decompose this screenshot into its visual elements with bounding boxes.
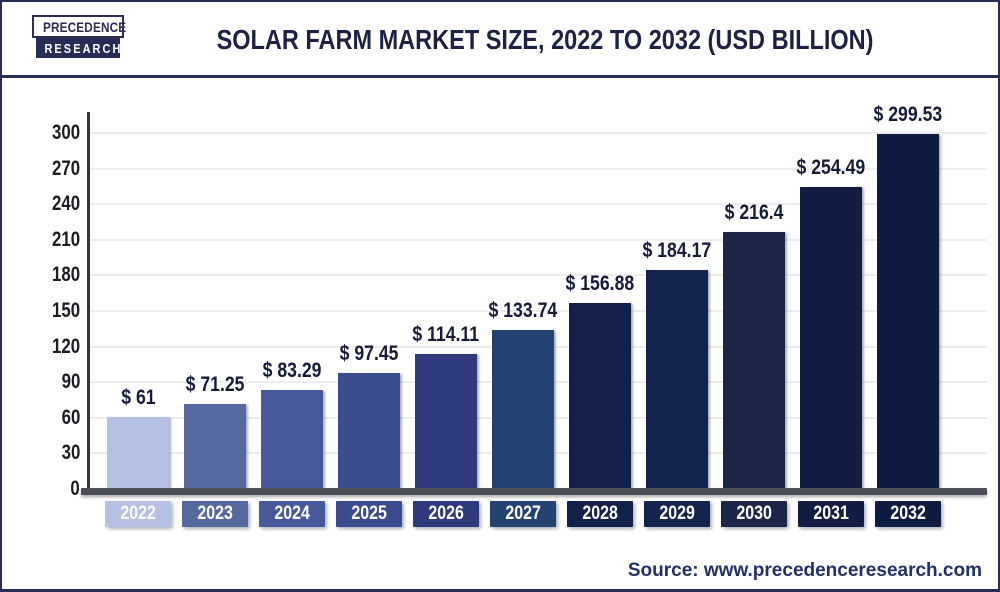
bar-value-label-2023: $ 71.25 <box>185 373 245 397</box>
bar-value-label-2029: $ 184.17 <box>642 239 712 263</box>
gridline <box>90 167 987 170</box>
bar-value-label-2026: $ 114.11 <box>412 322 480 346</box>
bar-2031 <box>800 187 862 489</box>
x-axis-label-2028: 2028 <box>567 501 633 527</box>
logo-text-research: RESEARCH <box>44 41 123 56</box>
gridline <box>90 274 987 277</box>
x-axis-label-2029: 2029 <box>644 501 710 527</box>
x-axis-label-2024: 2024 <box>259 501 325 527</box>
y-axis-tick-label: 60 <box>61 405 80 429</box>
bar-2022 <box>107 416 169 489</box>
source-text: Source: www.precedenceresearch.com <box>627 560 982 581</box>
x-axis-label-2026: 2026 <box>413 501 479 527</box>
precedence-research-logo: PRECEDENCE RESEARCH <box>32 15 127 58</box>
y-axis-tick-label: 210 <box>51 227 80 251</box>
y-axis-tick-label: 270 <box>51 156 80 180</box>
bar-2028 <box>569 302 631 489</box>
bar-value-label-2030: $ 216.4 <box>724 201 784 225</box>
title-container: SOLAR FARM MARKET SIZE, 2022 TO 2032 (US… <box>92 2 998 78</box>
bar-2023 <box>184 404 246 489</box>
bar-2026 <box>415 353 477 489</box>
bar-value-label-2024: $ 83.29 <box>262 359 322 383</box>
y-axis-tick-label: 180 <box>51 263 80 287</box>
y-axis-tick-label: 30 <box>61 441 80 465</box>
x-axis-baseline <box>81 488 987 495</box>
x-axis-label-2031: 2031 <box>798 501 864 527</box>
bar-2032 <box>877 133 939 489</box>
bar-2029 <box>646 270 708 489</box>
y-axis-tick-label: 150 <box>51 299 80 322</box>
gridline <box>90 203 987 206</box>
header: PRECEDENCE RESEARCH SOLAR FARM MARKET SI… <box>2 2 998 78</box>
bar-value-label-2031: $ 254.49 <box>796 156 866 179</box>
gridline <box>90 132 987 134</box>
y-axis-tick-label: 300 <box>51 121 80 144</box>
gridline <box>90 238 987 241</box>
source-attribution: Source: www.precedenceresearch.com <box>628 560 982 582</box>
y-axis-tick-label: 240 <box>51 192 80 216</box>
y-axis-tick-label: 0 <box>70 477 80 500</box>
bar-2027 <box>492 330 554 489</box>
bar-value-label-2028: $ 156.88 <box>565 271 635 295</box>
chart-title-text: SOLAR FARM MARKET SIZE, 2022 TO 2032 (US… <box>216 24 874 55</box>
x-axis-label-2022: 2022 <box>105 501 171 527</box>
bar-value-label-2022: $ 61 <box>120 385 156 409</box>
bar-2024 <box>261 390 323 489</box>
logo-line-precedence: PRECEDENCE <box>32 15 127 38</box>
logo-line-research: RESEARCH <box>36 38 120 58</box>
x-axis-label-2023: 2023 <box>182 501 248 527</box>
bar-value-label-2032: $ 299.53 <box>873 102 943 126</box>
x-axis-label-2032: 2032 <box>875 501 941 527</box>
x-axis-label-2027: 2027 <box>490 501 556 527</box>
y-axis-tick-label: 90 <box>61 370 80 394</box>
x-axis-label-2030: 2030 <box>721 501 787 527</box>
y-axis-tick-label: 120 <box>51 334 80 358</box>
bar-2030 <box>723 232 785 489</box>
logo-text-precedence: PRECEDENCE <box>42 19 127 35</box>
bar-value-label-2027: $ 133.74 <box>488 299 558 323</box>
bar-2025 <box>338 373 400 489</box>
chart-title: SOLAR FARM MARKET SIZE, 2022 TO 2032 (US… <box>154 24 936 56</box>
bar-value-label-2025: $ 97.45 <box>339 342 399 366</box>
x-axis-label-2025: 2025 <box>336 501 402 527</box>
y-axis-line <box>87 112 90 492</box>
gridline <box>90 310 987 312</box>
